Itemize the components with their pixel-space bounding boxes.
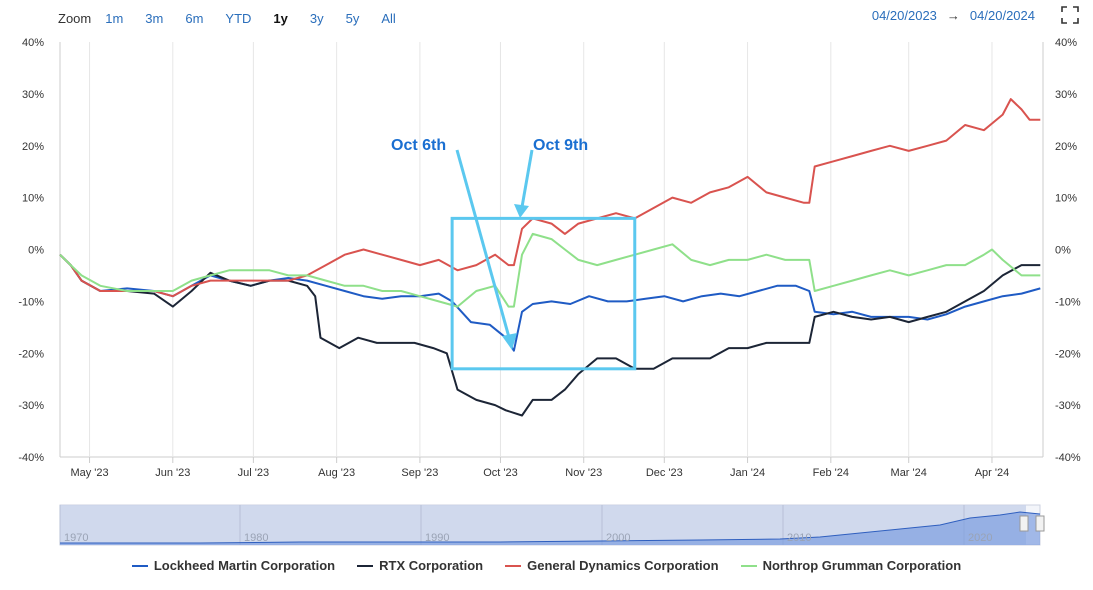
navigator-year-label: 1980	[244, 532, 268, 544]
y-tick-label-left: -30%	[18, 400, 44, 412]
y-tick-label-right: 10%	[1055, 193, 1077, 205]
legend-swatch	[505, 564, 522, 567]
x-tick-label: Apr '24	[975, 467, 1010, 479]
zoom-1y-button[interactable]: 1y	[273, 10, 288, 26]
annotation-overlay: Oct 6th Oct 9th	[391, 137, 637, 371]
to-date-input[interactable]: 04/20/2024	[969, 8, 1035, 23]
series-line-1	[59, 253, 1041, 417]
navigator-year-label: 2020	[968, 532, 992, 544]
navigator-line	[60, 511, 1041, 544]
legend-item-northrop[interactable]: Northrop Grumman Corporation	[740, 558, 962, 573]
series-lines	[59, 98, 1041, 417]
price-chart[interactable]: 40% 30% 20% 10% 0% -10% -20% -30% -40% 40% 30% 20%…	[0, 0, 1093, 500]
y-tick-label-left: 30%	[22, 89, 44, 101]
navigator-year-label: 1990	[425, 532, 449, 544]
legend-label: Northrop Grumman Corporation	[762, 558, 962, 573]
y-tick-label-right: 0%	[1055, 245, 1071, 257]
highlight-box	[450, 216, 637, 371]
x-axis: May '23 Jun '23 Jul '23 Aug '23 Sep '23 Oct '…	[70, 457, 1009, 479]
y-tick-label-left: -40%	[18, 452, 44, 464]
y-tick-label-left: 20%	[22, 141, 44, 153]
oct-6-arrow-icon	[455, 149, 512, 342]
x-tick-label: Sep '23	[401, 467, 438, 479]
navigator-year-label: 2000	[606, 532, 630, 544]
legend-swatch	[740, 564, 757, 567]
range-arrow-icon: →	[946, 8, 960, 23]
navigator-year-label: 2010	[787, 532, 811, 544]
x-tick-label: Dec '23	[646, 467, 683, 479]
legend-label: RTX Corporation	[379, 558, 484, 573]
date-range: 04/20/2023 → 04/20/2024	[872, 8, 1035, 23]
y-tick-label-left: -20%	[18, 348, 44, 360]
y-tick-label-right: -30%	[1055, 400, 1081, 412]
oct-9-arrowhead-icon	[514, 204, 529, 218]
y-tick-label-left: 10%	[22, 193, 44, 205]
navigator-area	[60, 512, 1040, 545]
y-tick-label-right: 20%	[1055, 141, 1077, 153]
series-line-3	[59, 232, 1041, 308]
legend-label: General Dynamics Corporation	[527, 558, 719, 573]
x-tick-label: Nov '23	[565, 467, 602, 479]
fullscreen-icon[interactable]	[1061, 6, 1079, 24]
navigator-year-labels: 1970 1980 1990 2000 2010 2020	[64, 532, 992, 544]
y-tick-label-right: 40%	[1055, 37, 1077, 49]
series-line-2	[59, 98, 1041, 298]
oct-6-arrowhead-icon	[502, 333, 517, 350]
navigator-handle-left[interactable]	[1019, 515, 1029, 532]
oct-9-arrow-icon	[520, 149, 534, 208]
x-tick-label: Aug '23	[318, 467, 355, 479]
y-axis-left: 40% 30% 20% 10% 0% -10% -20% -30% -40%	[18, 37, 44, 464]
zoom-ytd-button[interactable]: YTD	[225, 10, 252, 26]
y-tick-label-right: 30%	[1055, 89, 1077, 101]
zoom-toolbar: Zoom 1m 3m 6m YTD 1y 3y 5y All	[58, 8, 418, 28]
y-tick-label-left: -10%	[18, 296, 44, 308]
x-tick-label: Mar '24	[891, 467, 927, 479]
x-tick-label: Jun '23	[155, 467, 190, 479]
y-tick-label-right: -20%	[1055, 348, 1081, 360]
y-tick-label-left: 40%	[22, 37, 44, 49]
legend-swatch	[131, 564, 148, 567]
x-tick-label: Oct '23	[483, 467, 518, 479]
legend-swatch	[357, 564, 374, 567]
zoom-3m-button[interactable]: 3m	[145, 10, 164, 26]
legend-item-general-dynamics[interactable]: General Dynamics Corporation	[505, 558, 719, 573]
y-tick-label-right: -10%	[1055, 296, 1081, 308]
x-tick-label: Jan '24	[730, 467, 765, 479]
zoom-1m-button[interactable]: 1m	[105, 10, 124, 26]
chart-legend: Lockheed Martin Corporation RTX Corporat…	[0, 558, 1093, 573]
zoom-3y-button[interactable]: 3y	[309, 10, 324, 26]
zoom-all-button[interactable]: All	[381, 10, 396, 26]
y-tick-label-right: -40%	[1055, 452, 1081, 464]
legend-item-rtx[interactable]: RTX Corporation	[357, 558, 483, 573]
legend-label: Lockheed Martin Corporation	[153, 558, 336, 573]
x-tick-label: May '23	[70, 467, 108, 479]
zoom-5y-button[interactable]: 5y	[345, 10, 360, 26]
x-tick-label: Jul '23	[238, 467, 269, 479]
series-line-0	[59, 253, 1041, 352]
zoom-6m-button[interactable]: 6m	[185, 10, 204, 26]
navigator[interactable]: 1970 1980 1990 2000 2010 2020	[0, 502, 1093, 552]
navigator-handle-right[interactable]	[1035, 515, 1045, 532]
oct-6-annotation: Oct 6th	[391, 137, 446, 154]
x-tick-label: Feb '24	[813, 467, 849, 479]
y-tick-label-left: 0%	[28, 245, 44, 257]
from-date-input[interactable]: 04/20/2023	[871, 8, 937, 23]
y-axis-right: 40% 30% 20% 10% 0% -10% -20% -30% -40%	[1055, 37, 1081, 464]
zoom-label: Zoom	[58, 10, 92, 26]
oct-9-annotation: Oct 9th	[533, 137, 588, 154]
legend-item-lockheed[interactable]: Lockheed Martin Corporation	[131, 558, 336, 573]
chart-grid	[59, 42, 1044, 458]
navigator-year-label: 1970	[64, 532, 88, 544]
